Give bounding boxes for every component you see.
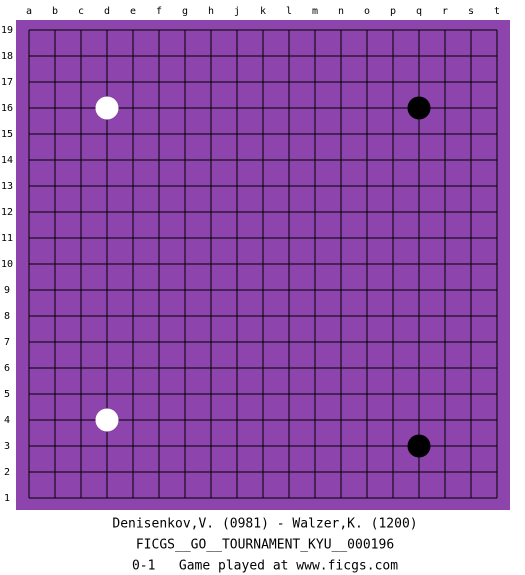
column-label: c [78,6,84,17]
column-label: h [208,6,214,17]
row-label: 10 [1,259,13,270]
row-label: 11 [1,233,13,244]
row-label: 14 [1,155,13,166]
column-label: s [468,6,474,17]
column-label: q [416,6,422,17]
row-label: 15 [1,129,13,140]
row-label: 2 [4,467,10,478]
column-label: r [442,6,448,17]
white-stone [95,408,119,432]
row-label: 1 [4,493,10,504]
column-label: b [52,6,58,17]
black-stone [407,96,431,120]
result: 0-1 Game played at www.ficgs.com [132,559,398,574]
row-label: 19 [1,25,13,36]
column-label: g [182,6,188,17]
column-label: m [312,6,318,17]
row-label: 8 [4,311,10,322]
column-label: o [364,6,370,17]
row-label: 12 [1,207,13,218]
column-label: j [234,6,240,17]
black-stone [407,434,431,458]
row-label: 13 [1,181,13,192]
players: Denisenkov,V. (0981) - Walzer,K. (1200) [112,517,417,532]
row-label: 9 [4,285,10,296]
event: FICGS__GO__TOURNAMENT_KYU__000196 [136,538,394,553]
row-label: 5 [4,389,10,400]
column-label: p [390,6,396,17]
row-label: 18 [1,51,13,62]
row-label: 7 [4,337,10,348]
column-label: a [26,6,32,17]
row-label: 17 [1,77,13,88]
column-label: l [286,6,292,17]
stones [95,96,431,458]
column-label: k [260,6,266,17]
row-label: 4 [4,415,10,426]
column-label: t [494,6,500,17]
column-label: e [130,6,136,17]
coordinate-labels: a b c d e f g h j k l m n o p q r s t191817161514131211109… [1,6,500,504]
row-label: 6 [4,363,10,374]
white-stone [95,96,119,120]
row-label: 16 [1,103,13,114]
column-label: d [104,6,110,17]
column-label: f [156,6,162,17]
column-label: n [338,6,344,17]
row-label: 3 [4,441,10,452]
